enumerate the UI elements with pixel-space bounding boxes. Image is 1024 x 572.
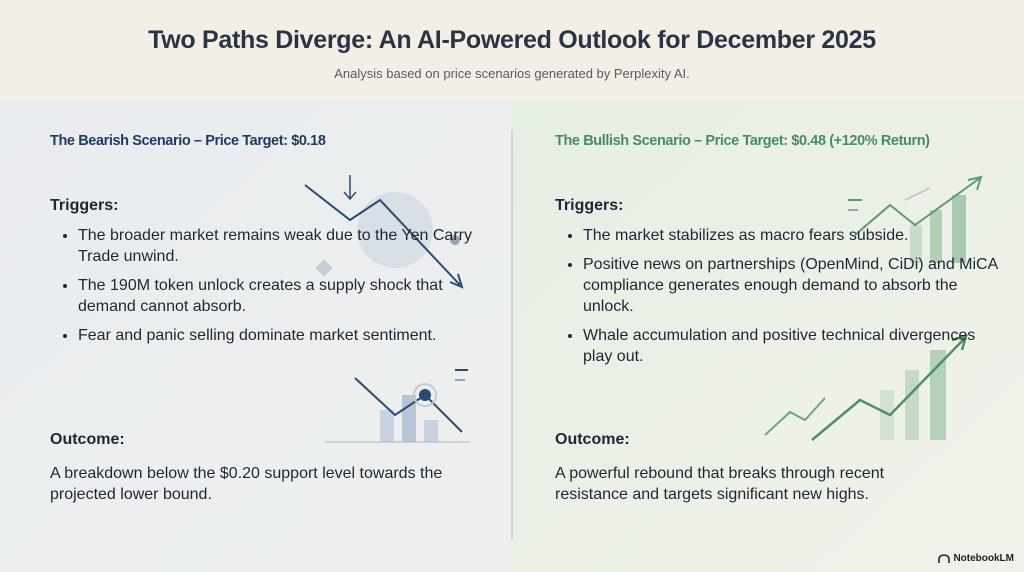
bullish-illustration	[764, 175, 983, 441]
watermark: NotebookLM	[938, 553, 1014, 564]
trigger-item: The 190M token unlock creates a supply s…	[78, 275, 480, 317]
triggers-list: The market stabilizes as macro fears sub…	[555, 225, 1005, 367]
right-panel	[512, 100, 1024, 572]
scenario-heading: The Bearish Scenario – Price Target: $0.…	[50, 133, 326, 149]
left-panel	[0, 100, 512, 572]
triggers-label: Triggers:	[555, 197, 624, 214]
bearish-illustration	[304, 175, 470, 443]
outcome-text: A powerful rebound that breaks through r…	[555, 465, 885, 503]
outcome-label: Outcome:	[555, 431, 630, 448]
subtitle: Analysis based on price scenarios genera…	[334, 66, 690, 81]
outcome-label: Outcome:	[50, 431, 125, 448]
bullish-column: The Bullish Scenario – Price Target: $0.…	[555, 133, 1005, 503]
watermark-text: NotebookLM	[953, 553, 1014, 564]
outcome-text: A breakdown below the $0.20 support leve…	[50, 465, 443, 503]
title: Two Paths Diverge: An AI-Powered Outlook…	[148, 26, 876, 54]
watermark-icon	[938, 553, 951, 563]
trigger-item: The market stabilizes as macro fears sub…	[583, 225, 1005, 246]
trigger-item: The broader market remains weak due to t…	[78, 225, 480, 267]
scenario-heading: The Bullish Scenario – Price Target: $0.…	[555, 133, 930, 149]
trigger-item: Fear and panic selling dominate market s…	[78, 325, 480, 346]
triggers-label: Triggers:	[50, 197, 119, 214]
trigger-item: Whale accumulation and positive technica…	[583, 325, 1005, 367]
bearish-column: The Bearish Scenario – Price Target: $0.…	[50, 133, 480, 503]
trigger-item: Positive news on partnerships (OpenMind,…	[583, 254, 1005, 317]
triggers-list: The broader market remains weak due to t…	[50, 225, 480, 346]
